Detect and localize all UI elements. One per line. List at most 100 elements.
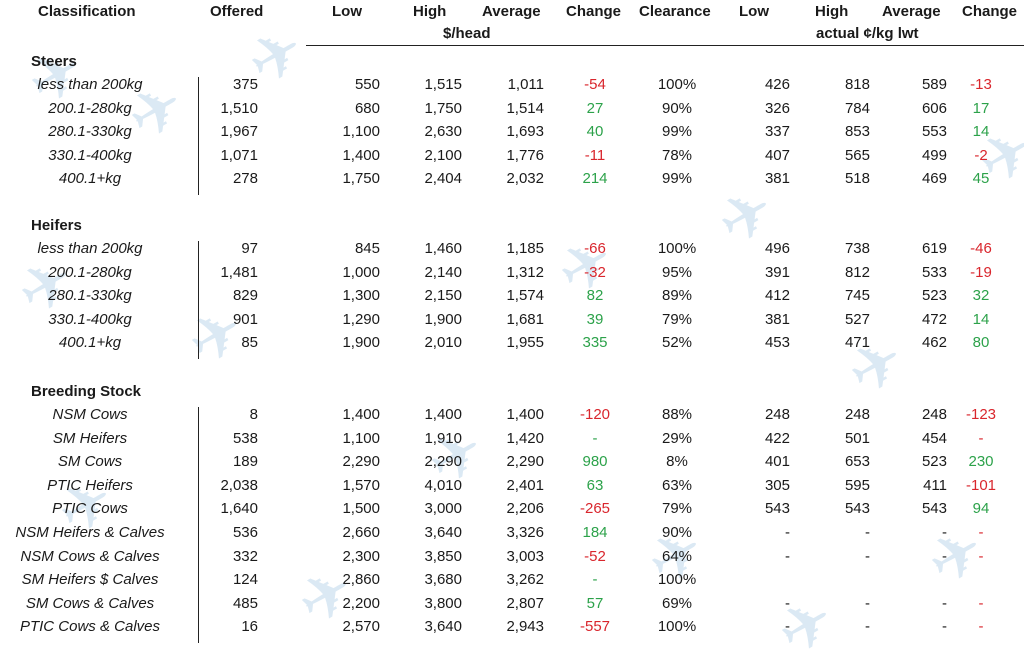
change-kg-cell: - [978,618,984,636]
classification-cell: 330.1-400kg [48,310,132,328]
low-kg-cell: 412 [764,287,790,305]
high-kg-cell: 853 [844,123,870,141]
high-kg-cell: 527 [844,310,870,328]
section-title: Heifers [31,217,82,234]
average-cell: 1,011 [507,76,544,93]
clearance-cell: 78% [661,146,693,164]
average-kg-cell: - [942,618,947,636]
low-kg-cell: - [785,594,790,612]
divider-line [198,77,199,195]
high-cell: 2,150 [424,287,462,305]
average-kg-cell: 533 [921,263,947,281]
low-cell: 1,750 [342,170,380,188]
high-kg-cell: 595 [844,476,870,494]
low-cell: 2,860 [342,571,380,589]
change-cell: -557 [579,618,611,636]
low-cell: 1,570 [342,476,380,494]
change-cell: -54 [584,76,606,93]
low-kg-cell: - [785,547,790,565]
classification-cell: 280.1-330kg [48,287,132,305]
average-kg-cell: 589 [921,76,947,93]
clearance-cell: 90% [661,99,693,117]
high-kg-cell: 518 [844,170,870,188]
change-cell: 980 [582,453,608,471]
high-kg-cell: 501 [844,429,870,447]
high-kg-cell: 784 [844,99,870,117]
change-kg-cell: -2 [974,146,988,164]
low-cell: 1,100 [342,123,380,141]
low-kg-cell: 496 [764,240,790,257]
average-cell: 2,032 [506,170,544,188]
average-kg-cell: 472 [921,310,947,328]
change-kg-cell: -123 [965,406,997,423]
offered-cell: 124 [232,571,258,589]
average-kg-cell: 523 [921,453,947,471]
average-cell: 1,400 [506,406,544,423]
low-kg-cell: 248 [764,406,790,423]
low-cell: 1,000 [342,263,380,281]
average-cell: 1,420 [506,429,544,447]
average-kg-cell: 606 [921,99,947,117]
classification-cell: PTIC Heifers [47,476,133,494]
clearance-cell: 89% [661,287,693,305]
clearance-cell: 8% [666,453,688,471]
high-cell: 2,404 [424,170,462,188]
low-cell: 2,300 [342,547,380,565]
average-kg-cell: 499 [921,146,947,164]
average-kg-cell: 553 [921,123,947,141]
clearance-cell: 90% [661,524,693,541]
offered-cell: 829 [232,287,258,305]
classification-cell: 400.1+kg [58,334,122,352]
average-kg-cell: 411 [923,476,947,494]
high-kg-cell: - [865,547,870,565]
high-kg-cell: 812 [844,263,870,281]
low-kg-cell: 422 [764,429,790,447]
change-kg-cell: 230 [968,453,994,471]
average-cell: 1,514 [506,99,544,117]
change-cell: 40 [586,123,604,141]
classification-cell: PTIC Cows [52,500,128,518]
average-kg-cell: 543 [921,500,947,518]
header-change-kg: Change [962,3,1018,20]
clearance-cell: 29% [661,429,693,447]
change-kg-cell: 32 [972,287,990,305]
classification-cell: NSM Heifers & Calves [15,524,165,541]
header-classification: Classification [38,3,136,20]
classification-cell: 280.1-330kg [48,123,132,141]
high-cell: 3,800 [424,594,462,612]
clearance-cell: 88% [661,406,693,423]
section-title: Steers [31,53,77,70]
offered-cell: 1,071 [220,146,258,164]
average-cell: 2,290 [506,453,544,471]
change-cell: 57 [586,594,604,612]
low-cell: 2,570 [342,618,380,636]
offered-cell: 1,967 [220,123,258,141]
average-kg-cell: 469 [921,170,947,188]
unit-cents-per-kg: actual ¢/kg lwt [816,25,919,42]
low-kg-cell: 391 [764,263,790,281]
header-high: High [413,3,447,20]
low-cell: 2,660 [342,524,380,541]
clearance-cell: 95% [661,263,693,281]
high-cell: 2,630 [424,123,462,141]
low-kg-cell: 326 [764,99,790,117]
header-average-kg: Average [882,3,941,20]
average-kg-cell: 619 [921,240,947,257]
section-title: Breeding Stock [31,383,142,400]
divider-line [198,241,199,359]
average-cell: 3,326 [506,524,544,541]
low-kg-cell: - [785,618,790,636]
average-cell: 1,776 [506,146,544,164]
low-kg-cell: 453 [764,334,790,352]
high-kg-cell: - [865,524,870,541]
offered-cell: 901 [232,310,258,328]
low-cell: 1,900 [342,334,380,352]
header-offered: Offered [210,3,264,20]
classification-cell: NSM Cows [52,406,128,423]
high-cell: 1,910 [424,429,462,447]
offered-cell: 8 [249,406,258,423]
low-kg-cell: 407 [764,146,790,164]
high-cell: 1,900 [424,310,462,328]
low-cell: 1,300 [342,287,380,305]
clearance-cell: 79% [661,500,693,518]
